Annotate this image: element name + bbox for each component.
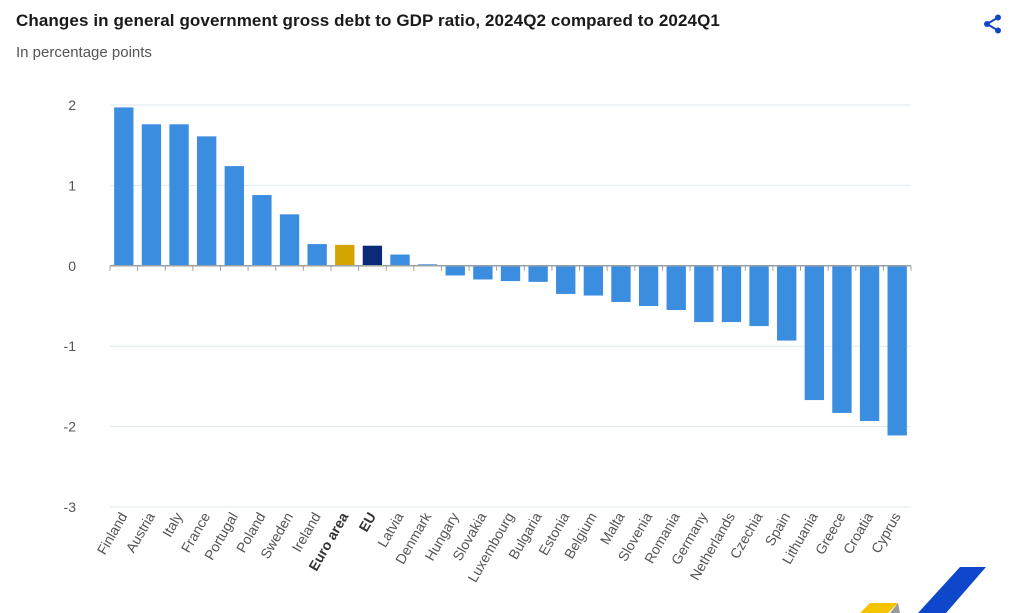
bar-euro-area[interactable] (335, 244, 355, 266)
bar-slovakia[interactable] (473, 265, 493, 280)
bar-france[interactable] (197, 136, 217, 266)
x-tick-label: EU (355, 510, 379, 535)
y-axis-ticks: 2 1 0 -1 -2 -3 (64, 97, 77, 515)
bar-slovenia[interactable] (638, 265, 659, 306)
bar-netherlands[interactable] (721, 265, 742, 323)
bar-lithuania[interactable] (804, 265, 824, 401)
bar-czechia[interactable] (749, 265, 769, 327)
y-tick-label: 1 (68, 177, 76, 193)
y-tick-label: -2 (64, 419, 77, 435)
y-tick-label: -1 (64, 338, 77, 354)
bar-sweden[interactable] (279, 214, 300, 266)
y-tick-label: -3 (64, 499, 77, 515)
zero-axis (109, 265, 912, 271)
bar-spain[interactable] (777, 265, 797, 341)
eurostat-logo-icon (860, 567, 986, 613)
bar-portugal[interactable] (224, 166, 244, 266)
gridlines (110, 104, 911, 508)
x-tick-label: Italy (159, 510, 186, 540)
bar-bulgaria[interactable] (528, 265, 548, 282)
bar-poland[interactable] (252, 195, 272, 266)
bar-estonia[interactable] (556, 265, 576, 294)
bar-romania[interactable] (666, 265, 686, 311)
y-tick-label: 2 (68, 97, 76, 113)
bar-cyprus[interactable] (887, 265, 907, 436)
bar-greece[interactable] (832, 265, 852, 413)
share-icon[interactable] (982, 13, 1004, 35)
chart-subtitle: In percentage points (16, 44, 152, 61)
chart-title: Changes in general government gross debt… (16, 11, 720, 30)
y-tick-label: 0 (68, 258, 76, 274)
bars (114, 107, 907, 436)
bar-germany[interactable] (694, 265, 714, 323)
bar-latvia[interactable] (390, 254, 410, 266)
bar-eu[interactable] (362, 245, 383, 266)
bar-ireland[interactable] (307, 244, 327, 266)
bar-austria[interactable] (141, 124, 162, 266)
bar-italy[interactable] (169, 124, 189, 266)
bar-malta[interactable] (611, 265, 631, 302)
x-tick-label: Finland (94, 510, 131, 558)
bar-luxembourg[interactable] (500, 265, 521, 282)
bar-finland[interactable] (114, 107, 134, 266)
bar-belgium[interactable] (583, 265, 604, 296)
bar-hungary[interactable] (445, 265, 465, 276)
bar-croatia[interactable] (859, 265, 880, 421)
